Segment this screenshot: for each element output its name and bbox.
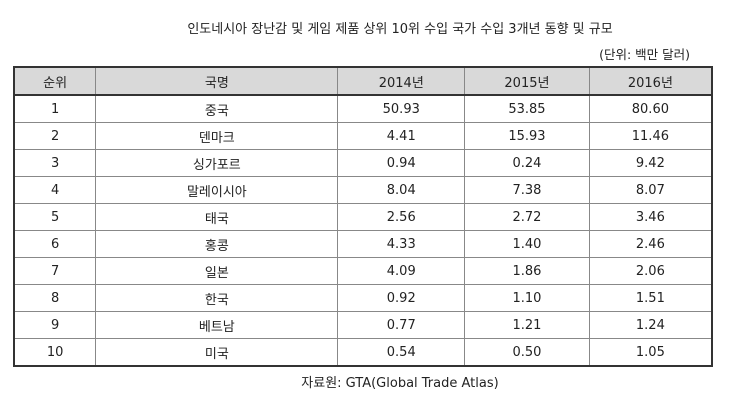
header-cell: 2014년 [337, 66, 466, 96]
cell: 0.77 [337, 311, 466, 339]
cell: 50.93 [337, 94, 466, 123]
cell: 80.60 [588, 94, 713, 123]
cell: 4 [13, 176, 97, 204]
header-row: 순위 국명 2014년 2015년 2016년 [13, 66, 713, 96]
table: 순위 국명 2014년 2015년 2016년 1 중국 50.93 53.85 80.60 2 덴… [13, 66, 713, 367]
cell: 베트남 [95, 311, 339, 339]
cell: 1 [13, 94, 97, 123]
table-row: 9 베트남 0.77 1.21 1.24 [13, 311, 713, 339]
title: 인도네시아 장난감 및 게임 제품 상위 10위 수입 국가 수입 3개년 동향… [187, 22, 613, 37]
header-cell: 2015년 [464, 66, 590, 96]
unit: (단위: 백만 달러) [599, 47, 690, 62]
cell: 2 [13, 122, 97, 150]
cell: 3 [13, 149, 97, 177]
cell: 1.86 [464, 257, 590, 285]
cell: 중국 [95, 94, 339, 123]
cell: 말레이시아 [95, 176, 339, 204]
cell: 4.41 [337, 122, 466, 150]
cell: 0.92 [337, 284, 466, 312]
cell: 1.51 [588, 284, 713, 312]
header-cell: 국명 [95, 66, 339, 96]
cell: 홍콩 [95, 230, 339, 258]
cell: 1.40 [464, 230, 590, 258]
cell: 0.50 [464, 338, 590, 367]
cell: 11.46 [588, 122, 713, 150]
table-row: 2 덴마크 4.41 15.93 11.46 [13, 122, 713, 150]
cell: 미국 [95, 338, 339, 367]
cell: 6 [13, 230, 97, 258]
cell: 2.46 [588, 230, 713, 258]
cell: 0.54 [337, 338, 466, 367]
table-row: 3 싱가포르 0.94 0.24 9.42 [13, 149, 713, 177]
cell: 7 [13, 257, 97, 285]
cell: 8.07 [588, 176, 713, 204]
cell: 5 [13, 203, 97, 231]
table-row: 10 미국 0.54 0.50 1.05 [13, 338, 713, 367]
cell: 10 [13, 338, 97, 367]
cell: 0.94 [337, 149, 466, 177]
cell: 싱가포르 [95, 149, 339, 177]
cell: 4.09 [337, 257, 466, 285]
cell: 15.93 [464, 122, 590, 150]
cell: 1.10 [464, 284, 590, 312]
table-row: 1 중국 50.93 53.85 80.60 [13, 94, 713, 123]
cell: 7.38 [464, 176, 590, 204]
header-cell: 순위 [13, 66, 97, 96]
cell: 1.24 [588, 311, 713, 339]
cell: 일본 [95, 257, 339, 285]
cell: 1.05 [588, 338, 713, 367]
header-cell: 2016년 [588, 66, 713, 96]
cell: 4.33 [337, 230, 466, 258]
cell: 2.56 [337, 203, 466, 231]
cell: 태국 [95, 203, 339, 231]
table-row: 6 홍콩 4.33 1.40 2.46 [13, 230, 713, 258]
cell: 0.24 [464, 149, 590, 177]
table-row: 4 말레이시아 8.04 7.38 8.07 [13, 176, 713, 204]
cell: 2.72 [464, 203, 590, 231]
cell: 8.04 [337, 176, 466, 204]
cell: 1.21 [464, 311, 590, 339]
table-body: 1 중국 50.93 53.85 80.60 2 덴마크 4.41 15.93 11.46 3 싱가포… [13, 94, 713, 367]
cell: 53.85 [464, 94, 590, 123]
source: 자료원: GTA(Global Trade Atlas) [301, 376, 499, 391]
cell: 3.46 [588, 203, 713, 231]
table-row: 7 일본 4.09 1.86 2.06 [13, 257, 713, 285]
cell: 덴마크 [95, 122, 339, 150]
cell: 8 [13, 284, 97, 312]
table-row: 5 태국 2.56 2.72 3.46 [13, 203, 713, 231]
cell: 9 [13, 311, 97, 339]
cell: 2.06 [588, 257, 713, 285]
table-row: 8 한국 0.92 1.10 1.51 [13, 284, 713, 312]
cell: 한국 [95, 284, 339, 312]
cell: 9.42 [588, 149, 713, 177]
